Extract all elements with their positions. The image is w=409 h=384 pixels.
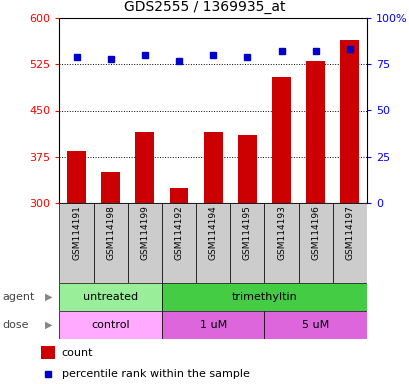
Bar xyxy=(93,203,128,283)
Bar xyxy=(59,283,162,311)
Text: 1 uM: 1 uM xyxy=(199,320,226,330)
Text: GSM114193: GSM114193 xyxy=(276,205,285,260)
Text: GSM114191: GSM114191 xyxy=(72,205,81,260)
Bar xyxy=(306,61,324,384)
Bar xyxy=(237,135,256,384)
Bar xyxy=(169,187,188,384)
Text: control: control xyxy=(91,320,130,330)
Text: dose: dose xyxy=(2,320,29,330)
Text: GSM114196: GSM114196 xyxy=(310,205,319,260)
Text: GSM114195: GSM114195 xyxy=(242,205,251,260)
Text: agent: agent xyxy=(2,292,34,302)
Bar xyxy=(203,132,222,384)
Bar xyxy=(264,311,366,339)
Bar xyxy=(298,203,332,283)
Text: percentile rank within the sample: percentile rank within the sample xyxy=(61,369,249,379)
Text: ▶: ▶ xyxy=(45,292,53,302)
Bar xyxy=(41,346,55,359)
Bar xyxy=(135,132,154,384)
Text: 5 uM: 5 uM xyxy=(301,320,328,330)
Bar xyxy=(162,311,264,339)
Text: untreated: untreated xyxy=(83,292,138,302)
Text: GSM114192: GSM114192 xyxy=(174,205,183,260)
Text: trimethyltin: trimethyltin xyxy=(231,292,297,302)
Bar xyxy=(67,151,86,384)
Bar xyxy=(196,203,230,283)
Bar xyxy=(162,283,366,311)
Bar xyxy=(272,76,290,384)
Bar xyxy=(230,203,264,283)
Text: ▶: ▶ xyxy=(45,320,53,330)
Text: GSM114197: GSM114197 xyxy=(344,205,353,260)
Text: GDS2555 / 1369935_at: GDS2555 / 1369935_at xyxy=(124,0,285,14)
Bar xyxy=(101,172,120,384)
Bar xyxy=(59,311,162,339)
Text: GSM114194: GSM114194 xyxy=(208,205,217,260)
Text: count: count xyxy=(61,348,93,358)
Text: GSM114199: GSM114199 xyxy=(140,205,149,260)
Bar xyxy=(128,203,162,283)
Bar xyxy=(162,203,196,283)
Bar xyxy=(332,203,366,283)
Bar xyxy=(339,40,358,384)
Bar xyxy=(264,203,298,283)
Bar xyxy=(59,203,93,283)
Text: GSM114198: GSM114198 xyxy=(106,205,115,260)
